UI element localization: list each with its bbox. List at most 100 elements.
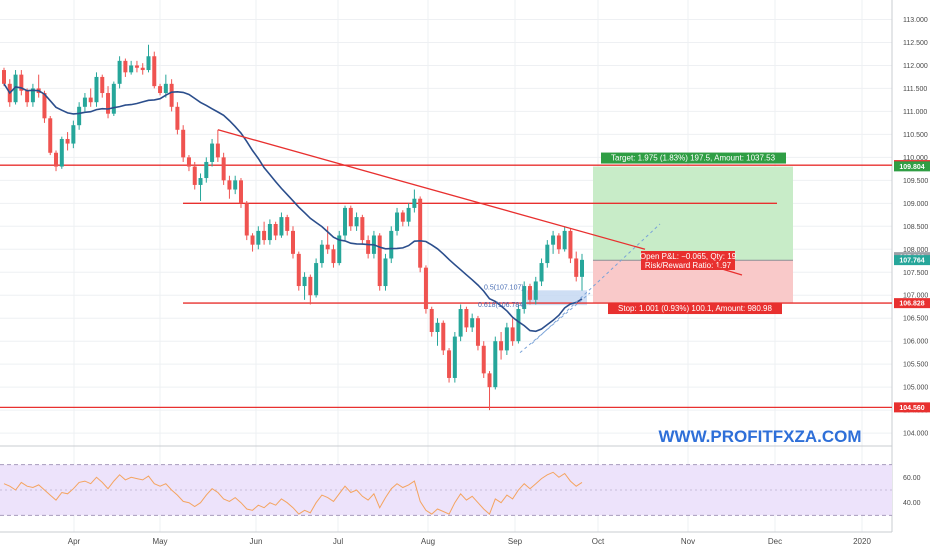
candle-down — [169, 83, 174, 107]
candle-down — [221, 157, 226, 181]
candle-down — [285, 217, 290, 231]
candle-down — [475, 318, 480, 346]
price-tick-label: 112.000 — [903, 63, 928, 70]
candle-down — [418, 198, 423, 268]
candle-up — [435, 322, 440, 332]
candle-up — [82, 97, 87, 107]
candle-down — [65, 138, 70, 144]
candle-up — [458, 309, 463, 337]
candle-up — [504, 327, 509, 351]
candle-down — [568, 230, 573, 259]
candle-up — [470, 318, 475, 328]
candle-down — [186, 157, 191, 167]
candle-up — [452, 336, 457, 378]
candle-up — [204, 161, 209, 179]
candle-down — [377, 235, 382, 287]
candle-up — [198, 178, 203, 185]
target-label-box — [601, 152, 786, 164]
price-axis[interactable]: 113.000 112.500 112.000 111.500 111.000 110.5… — [893, 0, 932, 550]
candle-down — [48, 118, 53, 153]
target-label: Target: 1.975 (1.83%) 197.5, Amount: 103… — [611, 154, 776, 163]
candle-up — [516, 309, 521, 342]
price-tick-label: 104.000 — [903, 431, 928, 438]
candle-down — [2, 70, 6, 84]
price-tick-label: 110.000 — [903, 155, 928, 162]
candle-down — [308, 276, 313, 296]
candle-down — [175, 106, 180, 130]
candle-up — [406, 207, 411, 222]
candle-up — [562, 230, 567, 250]
stop-label: Stop: 1.001 (0.93%) 100.1, Amount: 980.9… — [618, 304, 772, 313]
candle-down — [366, 240, 371, 254]
fib-level-label: 0.618(106.784) — [478, 302, 525, 309]
rsi-line — [3, 471, 583, 515]
candle-up — [302, 276, 307, 287]
candle-up — [319, 244, 324, 264]
watermark-text: WWW.PROFITFXZA.COM — [658, 427, 861, 446]
price-tag-label: 109.804 — [899, 164, 924, 171]
candle-down — [227, 180, 232, 190]
candle-down — [510, 327, 515, 342]
candle-down — [348, 207, 353, 227]
price-tick-label: 109.500 — [903, 178, 928, 185]
candle-up — [256, 230, 261, 245]
candle-up — [129, 65, 134, 73]
candle-up — [279, 217, 284, 236]
price-tick-label: 111.500 — [903, 86, 927, 93]
candle-down — [487, 373, 492, 388]
time-axis[interactable]: Apr May Jun Jul Aug Sep Oct Nov Dec 2020 — [68, 537, 872, 546]
candle-down — [296, 253, 301, 287]
time-tick-label: Apr — [68, 537, 81, 546]
price-tag-box — [894, 161, 930, 172]
chart-drawings[interactable]: 0.5(107.107) 0.618(106.784) Target: 1.975 … — [217, 129, 786, 354]
candle-up — [522, 286, 527, 310]
candle-up — [30, 88, 35, 103]
candle-down — [273, 224, 278, 236]
candle-up — [533, 281, 538, 300]
candle-down — [429, 309, 434, 332]
price-tick-label: 106.500 — [903, 316, 928, 323]
rsi-tick-label: 40.00 — [903, 500, 921, 507]
rsi-path — [3, 471, 583, 515]
candle-up — [267, 224, 272, 241]
candle-down — [215, 143, 220, 158]
candle-down — [400, 212, 405, 222]
candle-down — [464, 309, 469, 328]
price-tick-label: 111.000 — [903, 109, 927, 116]
candle-down — [140, 67, 145, 71]
price-tick-label: 105.000 — [903, 385, 928, 392]
price-tag-box — [894, 298, 930, 309]
candle-down — [441, 322, 446, 351]
candle-up — [395, 212, 400, 231]
candle-up — [389, 230, 394, 259]
candle-down — [106, 93, 111, 114]
time-tick-label: May — [152, 537, 167, 546]
price-tag-label: 104.560 — [899, 405, 924, 412]
moving-average-line — [3, 83, 583, 333]
candle-down — [123, 60, 128, 73]
candle-up — [343, 207, 348, 236]
candle-down — [100, 76, 105, 94]
stop-label-box — [608, 303, 782, 315]
price-tick-label: 107.500 — [903, 270, 928, 277]
price-tag-label: 106.828 — [899, 301, 924, 308]
rsi-panel — [0, 464, 892, 516]
candle-down — [88, 97, 93, 103]
candle-up — [59, 138, 64, 167]
price-tick-label: 105.500 — [903, 362, 928, 369]
candle-down — [481, 345, 486, 374]
candle-up — [94, 76, 99, 103]
candle-up — [551, 235, 556, 245]
candle-down — [291, 230, 295, 254]
price-tag-box — [894, 402, 930, 413]
risk-reward-label: Risk/Reward Ratio: 1.97 — [645, 261, 732, 270]
candle-down — [244, 203, 249, 236]
candle-down — [19, 74, 24, 91]
fib-level-label: 0.5(107.107) — [484, 284, 524, 291]
candle-down — [325, 244, 330, 250]
candle-down — [556, 235, 561, 250]
time-tick-label: Nov — [681, 537, 695, 546]
time-tick-label: Jun — [250, 537, 263, 546]
candle-up — [412, 198, 417, 208]
